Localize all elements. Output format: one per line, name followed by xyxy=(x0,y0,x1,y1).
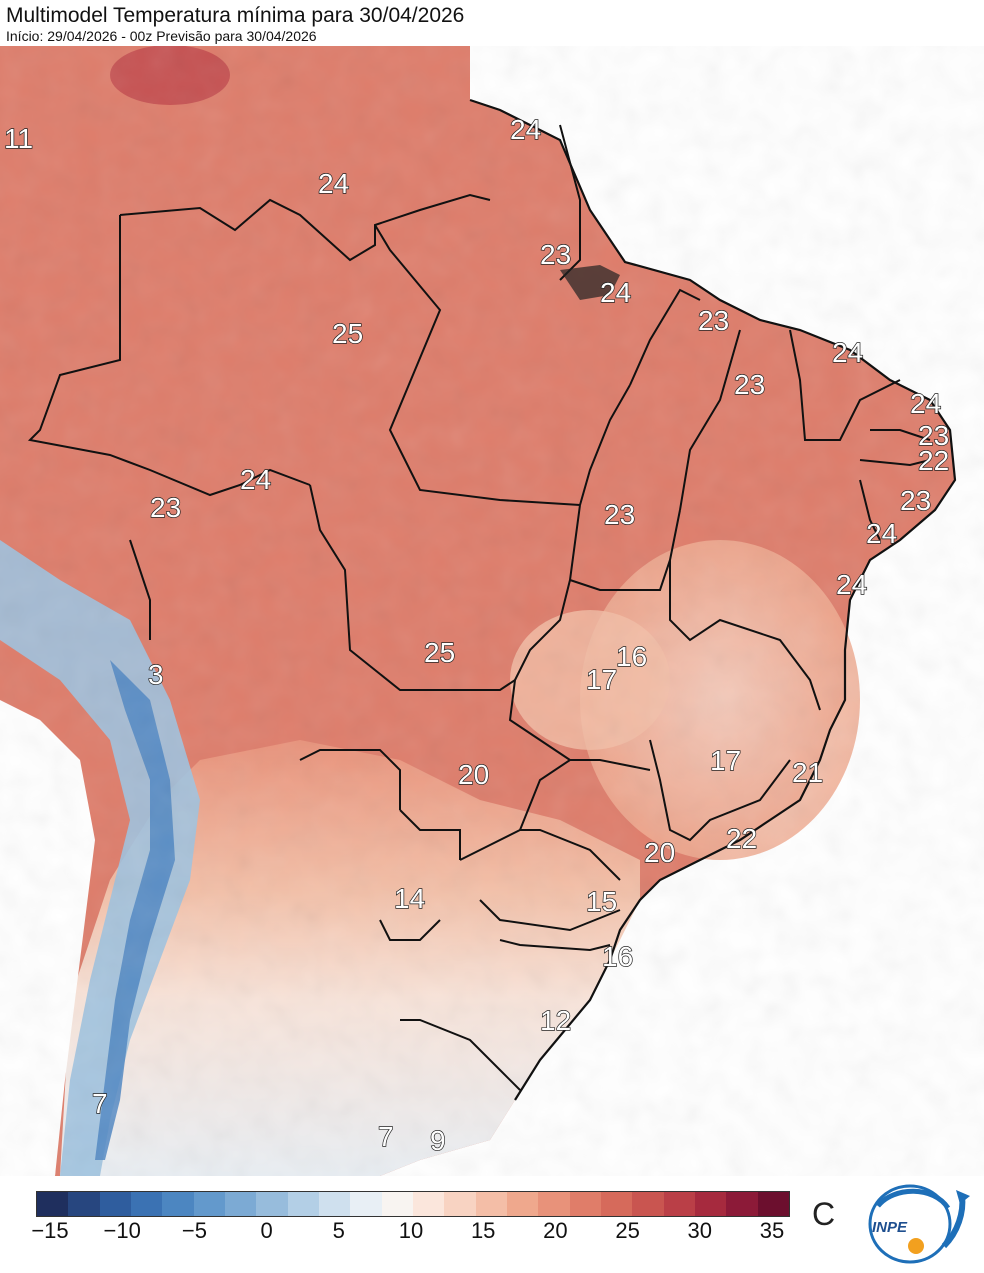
temp-label: 24 xyxy=(600,277,631,308)
color-scale-segment xyxy=(412,1192,445,1216)
color-scale-tick: −5 xyxy=(181,1218,207,1243)
temp-label: 20 xyxy=(644,837,675,868)
color-scale-segment xyxy=(68,1192,100,1216)
temperature-map: 11 24 24 23 24 25 23 24 24 23 24 23 22 2… xyxy=(0,46,984,1176)
texture xyxy=(0,46,984,1176)
temp-label: 22 xyxy=(726,823,757,854)
color-scale-segment xyxy=(475,1192,507,1216)
color-scale-tick: 25 xyxy=(615,1218,640,1243)
color-scale-segment xyxy=(224,1192,257,1216)
temp-label: 9 xyxy=(430,1125,446,1156)
color-scale-segment xyxy=(444,1192,476,1216)
unit-label: C xyxy=(812,1196,836,1232)
temp-label: 17 xyxy=(710,745,741,776)
temp-label: 23 xyxy=(918,420,949,451)
map-header: Multimodel Temperatura mínima para 30/04… xyxy=(6,4,464,44)
color-scale-segment xyxy=(538,1192,570,1216)
temp-label: 25 xyxy=(424,637,455,668)
temp-label: 16 xyxy=(616,641,647,672)
temp-label: 24 xyxy=(836,569,867,600)
temp-label: 7 xyxy=(378,1121,394,1152)
color-scale-tick: 30 xyxy=(687,1218,713,1243)
temp-label: 24 xyxy=(510,114,541,145)
temp-label: 12 xyxy=(540,1005,571,1036)
marajo-island xyxy=(560,265,620,300)
color-scale-segment xyxy=(99,1192,131,1216)
temp-label: 22 xyxy=(918,445,949,476)
color-scale-tick: 0 xyxy=(260,1218,273,1243)
temp-label: 15 xyxy=(586,886,617,917)
color-scale-segment xyxy=(381,1192,413,1216)
logo-text: INPE xyxy=(872,1219,908,1236)
color-scale-segment xyxy=(726,1192,758,1216)
temp-label: 16 xyxy=(602,941,633,972)
temp-label: 11 xyxy=(4,123,33,154)
color-scale-bar xyxy=(36,1191,790,1217)
color-scale-segment xyxy=(350,1192,382,1216)
color-scale-tick: 15 xyxy=(470,1218,496,1243)
color-scale-segment xyxy=(506,1192,539,1216)
color-scale-segment xyxy=(600,1192,633,1216)
temp-label: 25 xyxy=(332,318,363,349)
color-scale-tick: −15 xyxy=(31,1218,69,1243)
color-scale-segment xyxy=(130,1192,163,1216)
color-scale-segment xyxy=(287,1192,319,1216)
temp-label: 23 xyxy=(540,239,571,270)
map-title: Multimodel Temperatura mínima para 30/04… xyxy=(6,4,465,27)
color-scale-tick: −10 xyxy=(103,1218,141,1243)
color-scale-segment xyxy=(318,1192,351,1216)
temp-label: 21 xyxy=(792,757,823,788)
temp-label: 7 xyxy=(92,1088,108,1119)
color-scale-segment xyxy=(663,1192,695,1216)
temp-label: 24 xyxy=(240,464,271,495)
temp-label: 23 xyxy=(150,492,181,523)
color-scale-segment xyxy=(162,1192,194,1216)
temp-label: 24 xyxy=(910,388,941,419)
color-scale-tick: 5 xyxy=(332,1218,345,1243)
temp-label: 23 xyxy=(900,485,931,516)
inpe-logo: INPE xyxy=(868,1184,970,1264)
color-scale-segment xyxy=(757,1192,789,1216)
temp-label: 24 xyxy=(866,518,897,549)
color-scale-ticks: −15 −10 −5 0 5 10 15 20 25 30 35 xyxy=(0,1218,984,1248)
color-scale-segment xyxy=(632,1192,664,1216)
temp-label: 24 xyxy=(832,337,863,368)
color-scale-segment xyxy=(694,1192,727,1216)
temp-label: 24 xyxy=(318,168,349,199)
temp-label: 14 xyxy=(394,883,425,914)
color-scale-segment xyxy=(256,1192,288,1216)
temp-label: 3 xyxy=(148,659,164,690)
temp-label: 20 xyxy=(458,759,489,790)
color-scale-tick: 10 xyxy=(398,1218,424,1243)
color-scale-segment xyxy=(37,1192,69,1216)
temp-label: 23 xyxy=(698,305,729,336)
temp-label: 23 xyxy=(734,369,765,400)
color-scale-segment xyxy=(569,1192,601,1216)
temp-label: 17 xyxy=(586,664,617,695)
temperature-labels: 11 24 24 23 24 25 23 24 24 23 24 23 22 2… xyxy=(3,113,950,1156)
temp-label: 23 xyxy=(604,499,635,530)
state-borders xyxy=(27,124,931,1091)
color-scale-tick: 20 xyxy=(543,1218,568,1243)
color-scale-tick: 35 xyxy=(759,1218,785,1243)
map-subtitle: Início: 29/04/2026 - 00z Previsão para 3… xyxy=(6,28,317,44)
color-scale-segment xyxy=(193,1192,225,1216)
coastline xyxy=(469,98,957,1101)
